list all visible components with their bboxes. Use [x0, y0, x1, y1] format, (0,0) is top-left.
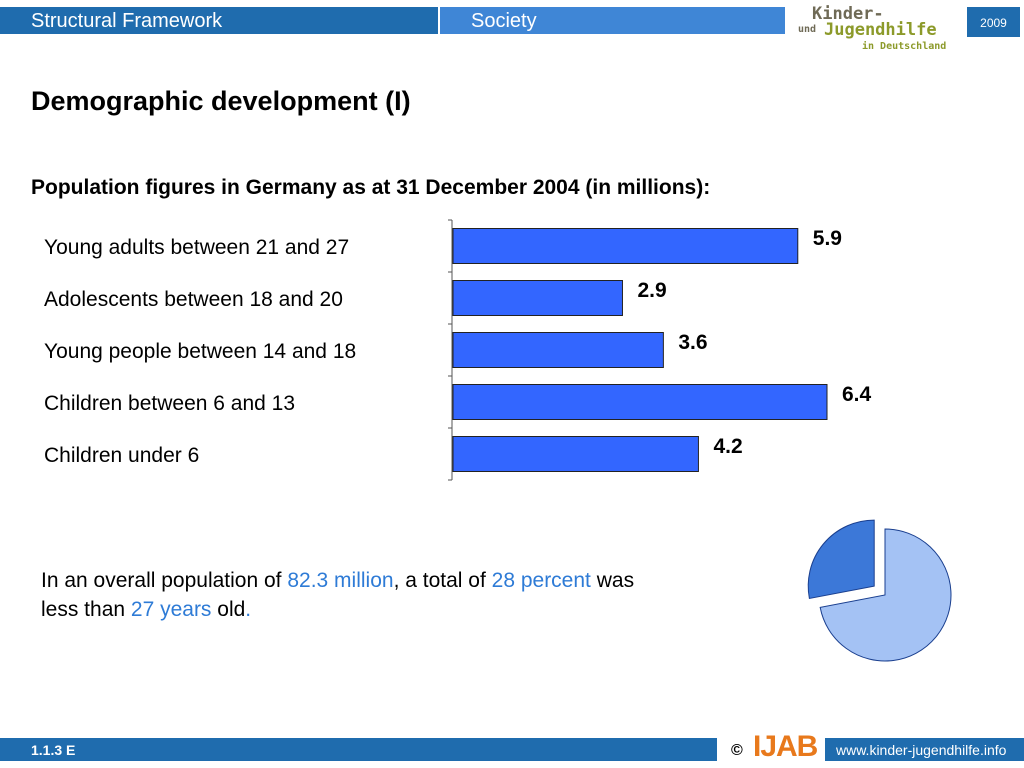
copyright-symbol: © — [731, 742, 743, 759]
summary-part-2: , a total of — [393, 569, 492, 592]
bar — [452, 436, 699, 472]
summary-percentage: 28 percent — [491, 569, 591, 592]
section-title: Structural Framework — [31, 10, 223, 32]
category-label: Adolescents between 18 and 20 — [44, 288, 343, 311]
summary-part-3: was less than — [41, 569, 635, 621]
summary-age-limit: 27 years — [130, 598, 212, 621]
header-topic-bar: Society — [440, 7, 785, 34]
ijab-logo: IJAB — [753, 726, 818, 766]
category-label: Young adults between 21 and 27 — [44, 236, 349, 259]
value-label: 3.6 — [678, 331, 707, 354]
ijab-logo-text: IJAB — [753, 730, 818, 763]
summary-text: In an overall population of 82.3 million… — [41, 566, 641, 624]
logo-line-2: Jugendhilfe — [824, 20, 937, 40]
topic-title: Society — [471, 10, 537, 32]
category-label: Children under 6 — [44, 444, 199, 467]
page-title: Demographic development (I) — [31, 86, 411, 116]
website-link[interactable]: www.kinder-jugendhilfe.info — [836, 742, 1007, 758]
chart-subtitle: Population figures in Germany as at 31 D… — [31, 176, 711, 199]
summary-period: . — [245, 598, 252, 621]
category-label: Young people between 14 and 18 — [44, 340, 356, 363]
logo-line-2-prefix: und — [798, 24, 817, 35]
footer-bar: 1.1.3 E — [0, 738, 717, 761]
value-label: 2.9 — [637, 279, 666, 302]
value-label: 5.9 — [813, 227, 842, 250]
pie-slice — [807, 519, 875, 600]
bar — [452, 332, 664, 368]
summary-total-population: 82.3 million — [287, 569, 394, 592]
summary-part-1: In an overall population of — [41, 569, 288, 592]
logo-line-1: Kinder- — [812, 4, 884, 24]
value-label: 6.4 — [842, 383, 872, 406]
pie-slice — [819, 528, 952, 662]
bar — [452, 228, 799, 264]
summary-part-4: old — [211, 598, 246, 621]
category-label: Children between 6 and 13 — [44, 392, 295, 415]
slide-id: 1.1.3 E — [31, 742, 76, 758]
website-bar[interactable]: www.kinder-jugendhilfe.info — [825, 738, 1024, 761]
kinder-jugendhilfe-logo: Kinder- und Jugendhilfe in Deutschland — [796, 4, 961, 54]
bar — [452, 280, 623, 316]
population-share-pie-chart — [807, 519, 952, 662]
population-bar-chart: Young adults between 21 and 27 5.9 Adolesc… — [44, 219, 872, 481]
value-label: 4.2 — [713, 435, 742, 458]
year-badge: 2009 — [967, 7, 1020, 37]
bar — [452, 384, 828, 420]
logo-line-3: in Deutschland — [862, 41, 947, 52]
header-section-bar: Structural Framework — [0, 7, 438, 34]
